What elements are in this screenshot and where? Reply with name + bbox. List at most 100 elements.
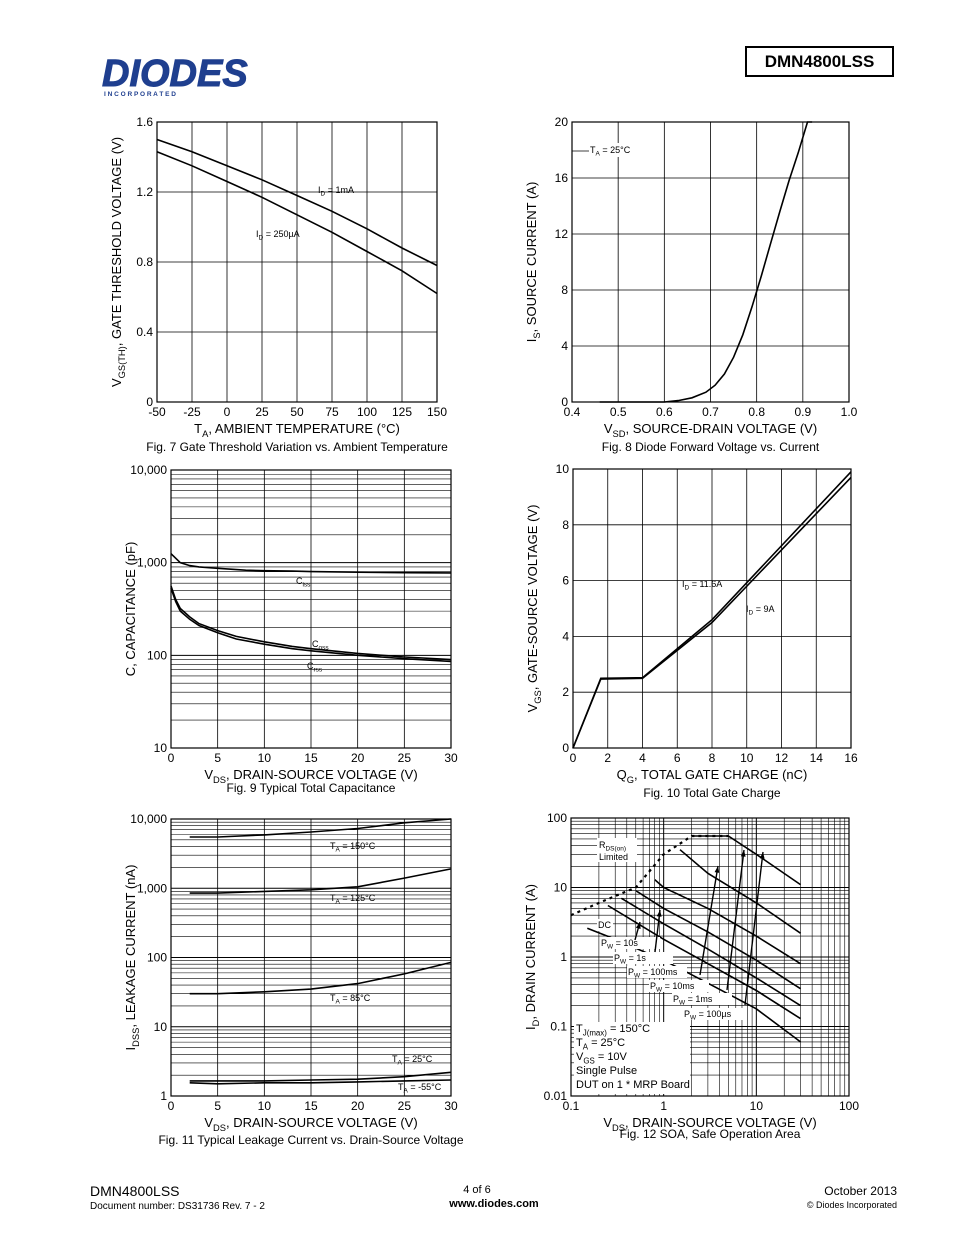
x-tick-label: 10 xyxy=(258,751,272,765)
y-tick-label: 2 xyxy=(562,685,569,699)
y-tick-label: 1.2 xyxy=(136,185,153,199)
series-label: TA = 125°C xyxy=(330,893,376,906)
y-tick-label: 100 xyxy=(147,951,167,965)
series-line xyxy=(170,553,452,574)
conditions-bg xyxy=(574,1022,690,1094)
y-tick-label: 8 xyxy=(561,283,568,297)
y-tick-label: 0.1 xyxy=(550,1020,567,1034)
arrow-head xyxy=(635,922,641,929)
y-tick-label: 1,000 xyxy=(137,881,167,895)
x-tick-label: 16 xyxy=(844,751,858,765)
part-number-box: DMN4800LSS xyxy=(745,46,894,77)
fig7-grid xyxy=(156,121,438,403)
condition-line: Single Pulse xyxy=(576,1065,637,1077)
y-axis-label: ID, DRAIN CURRENT (A) xyxy=(523,884,541,1030)
y-tick-label: 10 xyxy=(154,1020,168,1034)
figure-caption: Fig. 11 Typical Leakage Current vs. Drai… xyxy=(158,1133,463,1147)
arrow-head xyxy=(759,852,765,859)
x-tick-label: 1 xyxy=(660,1099,667,1113)
x-tick-label: 75 xyxy=(325,405,339,419)
y-tick-label: 0.4 xyxy=(136,325,153,339)
logo-text: DIODES xyxy=(102,53,248,95)
series-label: PW = 10ms xyxy=(650,981,695,994)
x-tick-label: 12 xyxy=(775,751,789,765)
label-bg xyxy=(597,919,613,931)
figure-caption: Fig. 7 Gate Threshold Variation vs. Ambi… xyxy=(146,440,448,454)
series-line xyxy=(620,897,801,1007)
fig11-frame xyxy=(170,818,452,1097)
x-tick-label: 10 xyxy=(740,751,754,765)
arrow-line xyxy=(699,865,719,976)
series-label: ID = 1mA xyxy=(318,185,354,198)
fig8-chart: 0.4 0.5 0.6 0.7 0.8 0.9 1.0 0 4 8 12 16 20 VSD, SOURC… xyxy=(524,115,858,454)
label-bg xyxy=(683,1008,743,1020)
fig8-frame xyxy=(571,121,850,403)
footer-doc: Document number: DS31736 Rev. 7 - 2 xyxy=(90,1201,265,1212)
series-line xyxy=(679,849,801,934)
series-line xyxy=(170,587,452,663)
x-axis-label: VSD, SOURCE-DRAIN VOLTAGE (V) xyxy=(604,421,817,439)
x-tick-label: 50 xyxy=(290,405,304,419)
fig9-frame xyxy=(170,469,452,749)
series-line xyxy=(189,1079,452,1085)
x-tick-label: 2 xyxy=(604,751,611,765)
y-axis-label: IS, SOURCE CURRENT (A) xyxy=(524,182,542,343)
x-tick-label: 0.1 xyxy=(563,1099,580,1113)
y-tick-label: 0.01 xyxy=(544,1089,568,1103)
x-tick-label: 0.9 xyxy=(794,405,811,419)
footer-page: 4 of 6 xyxy=(463,1184,491,1196)
company-logo: DIODES I N C O R P O R A T E D xyxy=(100,52,270,100)
series-label: ID = 11.6A xyxy=(682,579,722,592)
x-tick-label: 15 xyxy=(304,1099,318,1113)
label-bg xyxy=(597,838,637,862)
arrow-head xyxy=(656,910,662,917)
x-tick-label: 125 xyxy=(392,405,412,419)
x-tick-label: 30 xyxy=(444,1099,458,1113)
condition-line: VGS = 10V xyxy=(576,1051,628,1065)
y-tick-label: 0 xyxy=(146,395,153,409)
series-label: PW = 1s xyxy=(614,953,646,966)
x-tick-label: 0.6 xyxy=(656,405,673,419)
y-tick-label: 0.8 xyxy=(136,255,153,269)
annotation-bg xyxy=(589,143,637,157)
figure-caption: Fig. 9 Typical Total Capacitance xyxy=(227,781,396,795)
series-line xyxy=(170,585,452,661)
x-tick-label: 10 xyxy=(258,1099,272,1113)
x-tick-label: 15 xyxy=(304,751,318,765)
logo-graphic: DIODES I N C O R P O R A T E D xyxy=(102,53,249,99)
fig12-frame xyxy=(570,817,850,1097)
y-tick-label: 6 xyxy=(562,574,569,588)
y-tick-label: 100 xyxy=(147,648,167,662)
series-line xyxy=(189,1071,452,1082)
fig9-chart: 0 5 10 15 20 25 30 10 100 1,000 10,000 VDS, DRAIN-S… xyxy=(123,463,458,795)
series-label: ID = 9A xyxy=(746,604,774,617)
arrow-head xyxy=(714,866,720,873)
footer-url[interactable]: www.diodes.com xyxy=(449,1198,539,1210)
series-label: Coss xyxy=(312,639,329,652)
x-tick-label: 6 xyxy=(674,751,681,765)
x-tick-label: 14 xyxy=(810,751,824,765)
arrow-head xyxy=(740,850,746,857)
x-tick-label: 5 xyxy=(214,751,221,765)
x-tick-label: 5 xyxy=(214,1099,221,1113)
series-line xyxy=(635,890,801,990)
annotation-label: TA = 25°C xyxy=(590,145,631,158)
y-tick-label: 1.6 xyxy=(136,115,153,129)
x-axis-label: VDS, DRAIN-SOURCE VOLTAGE (V) xyxy=(603,1115,816,1133)
label-bg xyxy=(672,993,732,1005)
series-line xyxy=(156,138,438,267)
x-tick-label: 0 xyxy=(168,1099,175,1113)
x-tick-label: 0.8 xyxy=(748,405,765,419)
label-bg xyxy=(613,952,673,964)
fig8-grid xyxy=(571,121,850,403)
y-axis-label: VGS, GATE-SOURCE VOLTAGE (V) xyxy=(525,505,543,713)
arrow-line xyxy=(654,909,661,953)
label-bg xyxy=(649,980,709,992)
x-tick-label: 20 xyxy=(351,1099,365,1113)
x-axis-label: TA, AMBIENT TEMPERATURE (°C) xyxy=(194,421,400,439)
series-label: Crss xyxy=(307,661,322,674)
series-label: TA = 25°C xyxy=(392,1054,433,1067)
y-tick-label: 0 xyxy=(561,395,568,409)
